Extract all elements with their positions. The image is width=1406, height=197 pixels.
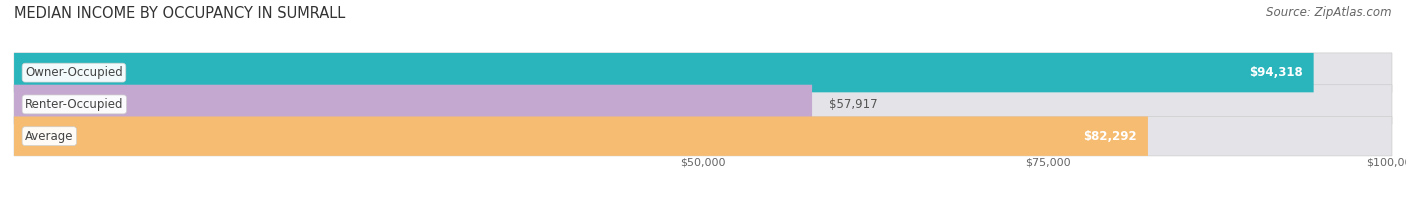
Text: Owner-Occupied: Owner-Occupied [25,66,122,79]
FancyBboxPatch shape [14,85,1392,124]
FancyBboxPatch shape [14,53,1392,92]
FancyBboxPatch shape [14,116,1392,156]
FancyBboxPatch shape [14,53,1313,92]
Text: Average: Average [25,130,73,143]
Text: MEDIAN INCOME BY OCCUPANCY IN SUMRALL: MEDIAN INCOME BY OCCUPANCY IN SUMRALL [14,6,346,21]
FancyBboxPatch shape [14,85,813,124]
Text: Source: ZipAtlas.com: Source: ZipAtlas.com [1267,6,1392,19]
Text: $57,917: $57,917 [828,98,877,111]
Text: $82,292: $82,292 [1083,130,1137,143]
FancyBboxPatch shape [14,116,1147,156]
Text: $94,318: $94,318 [1249,66,1302,79]
Text: Renter-Occupied: Renter-Occupied [25,98,124,111]
